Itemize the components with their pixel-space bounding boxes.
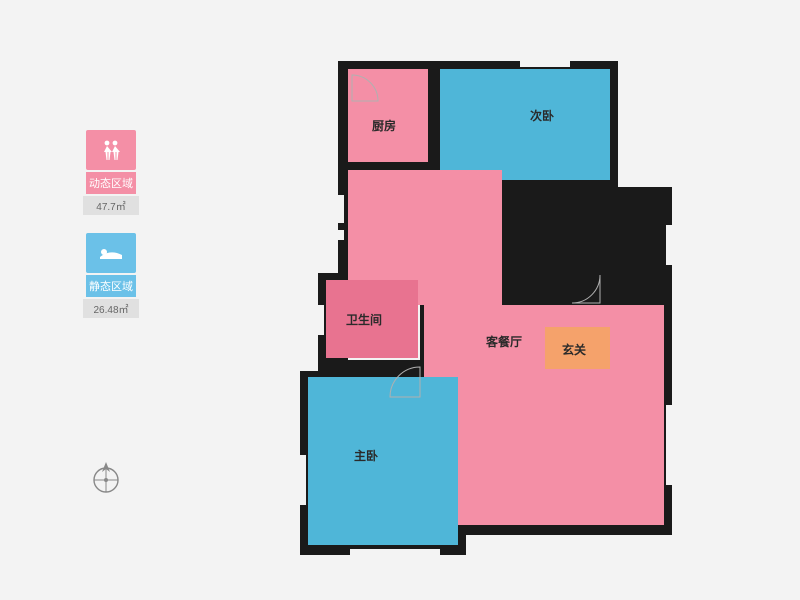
floor-plan: 厨房 次卧 卫生间 客餐厅 玄关 主卧 — [290, 55, 672, 575]
room-living-top — [502, 305, 664, 313]
window — [338, 195, 344, 223]
room-bedroom2 — [440, 69, 610, 180]
window — [520, 61, 570, 67]
window — [300, 455, 306, 505]
room-bathroom — [326, 280, 418, 358]
legend-dynamic-label: 动态区域 — [86, 172, 136, 194]
window — [318, 305, 324, 335]
window — [666, 225, 672, 265]
legend-static-value: 26.48㎡ — [83, 299, 139, 318]
legend-static-label: 静态区域 — [86, 275, 136, 297]
room-kitchen — [348, 69, 428, 162]
window — [666, 405, 672, 485]
room-entry — [545, 327, 610, 369]
window — [350, 549, 440, 555]
legend-static: 静态区域 26.48㎡ — [76, 233, 146, 318]
compass-icon — [88, 460, 124, 496]
room-bedroom1 — [308, 377, 458, 545]
legend-dynamic-value: 47.7㎡ — [83, 196, 139, 215]
sleep-icon — [86, 233, 136, 273]
room-living — [424, 313, 664, 525]
window — [338, 230, 344, 240]
legend: 动态区域 47.7㎡ 静态区域 26.48㎡ — [76, 130, 146, 336]
legend-dynamic: 动态区域 47.7㎡ — [76, 130, 146, 215]
people-icon — [86, 130, 136, 170]
